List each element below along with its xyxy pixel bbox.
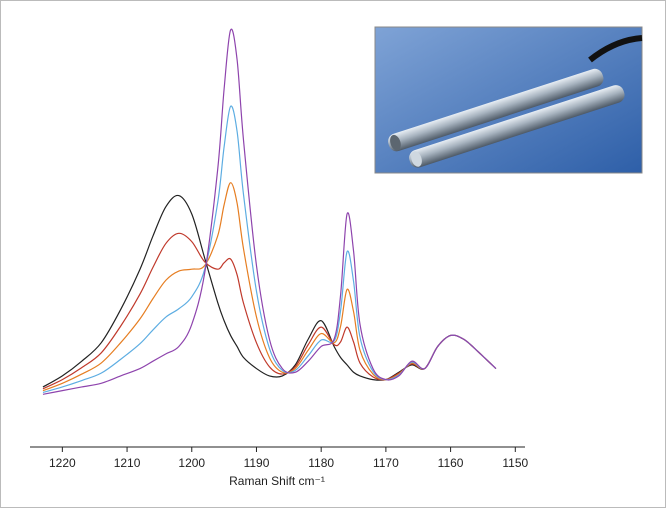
- inset-photo: [374, 26, 643, 174]
- x-tick-label: 1200: [178, 456, 205, 470]
- x-tick-label: 1220: [49, 456, 76, 470]
- x-tick-label: 1150: [502, 456, 528, 470]
- x-tick-label: 1190: [244, 456, 270, 470]
- spectrum-line: [42, 194, 497, 388]
- spectrum-line: [42, 182, 497, 392]
- x-tick-label: 1210: [114, 456, 141, 470]
- x-tick-label: 1160: [438, 456, 464, 470]
- spectrum-line: [42, 28, 497, 395]
- x-tick-label: 1180: [308, 456, 334, 470]
- spectrum-line: [42, 232, 497, 390]
- spectrum-line: [42, 105, 497, 394]
- x-axis-label: Raman Shift cm⁻¹: [229, 474, 325, 488]
- x-tick-label: 1170: [373, 456, 399, 470]
